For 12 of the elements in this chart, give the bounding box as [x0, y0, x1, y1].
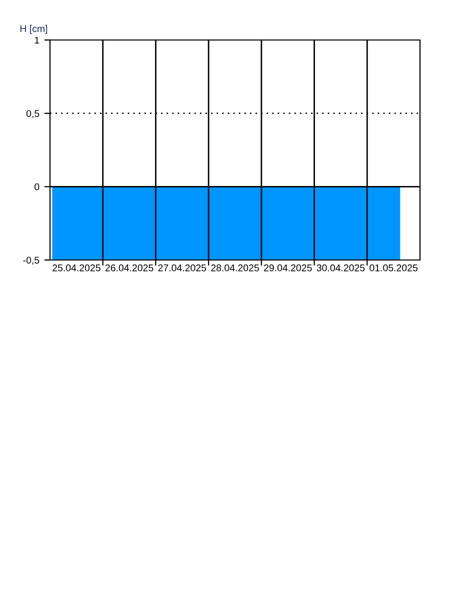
x-tick-label: 01.05.2025: [370, 264, 418, 272]
x-tick-label: 25.04.2025: [52, 264, 100, 272]
y-tick-label: 0: [34, 183, 40, 190]
y-axis-title: H [cm]: [20, 24, 48, 34]
x-tick-label: 27.04.2025: [158, 264, 206, 272]
x-tick-label: 29.04.2025: [264, 264, 312, 272]
y-tick-label: 1: [34, 36, 40, 44]
x-tick-label: 30.04.2025: [316, 264, 365, 272]
y-tick-label: 0,5: [26, 110, 40, 118]
x-tick-label: 28.04.2025: [211, 264, 259, 272]
y-tick-label: -0,5: [23, 256, 40, 265]
x-tick-label: 26.04.2025: [105, 264, 154, 272]
